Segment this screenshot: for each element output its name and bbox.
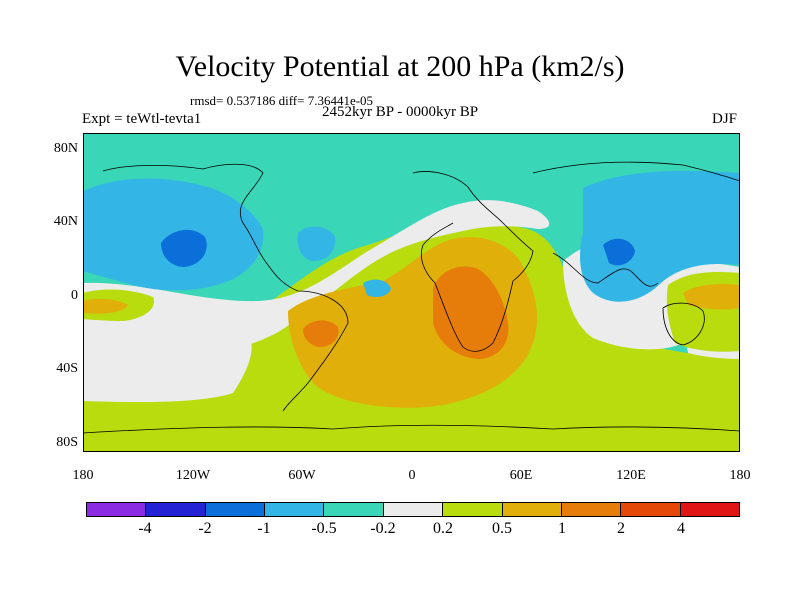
rmsd-diff-stats: rmsd= 0.537186 diff= 7.36441e-05	[190, 93, 374, 108]
lon-label-60e: 60E	[509, 468, 533, 483]
colorbar-swatch	[146, 503, 206, 516]
coastline-antarctica	[83, 424, 740, 434]
lon-label-180w: 180	[72, 468, 94, 483]
field-neg-strong-npac	[161, 229, 207, 267]
colorbar-label: 2	[617, 520, 625, 537]
colorbar-label: -1	[257, 520, 271, 537]
colorbar-swatch	[502, 503, 562, 516]
lon-label-120e: 120E	[616, 468, 646, 483]
lat-label-40n: 40N	[53, 214, 78, 229]
colorbar-swatch	[680, 503, 739, 516]
field-pos-mid-pacific	[683, 283, 740, 310]
colorbar-swatch	[324, 503, 384, 516]
lat-label-80n: 80N	[53, 141, 78, 156]
experiment-label: Expt = teWtl-tevta1	[82, 111, 202, 127]
colorbar-swatch	[383, 503, 444, 516]
field-pos-mid-eastpac	[83, 298, 128, 314]
field-neg-mid-atlantic	[297, 226, 336, 261]
colorbar-label: -0.2	[370, 520, 396, 537]
lon-label-0: 0	[408, 468, 416, 483]
colorbar-swatch	[443, 503, 503, 516]
colorbar-swatch	[205, 503, 266, 516]
lat-label-80s: 80S	[56, 435, 78, 450]
colorbar-swatch	[621, 503, 681, 516]
coastline-asia-australia	[532, 161, 740, 346]
coastline-americas	[102, 163, 349, 412]
field-pos-strong-samerica	[303, 320, 339, 347]
field-pos-strong-africa	[433, 266, 509, 359]
colorbar-label: 0.5	[492, 520, 512, 537]
map-border	[83, 133, 740, 452]
lon-label-120w: 120W	[175, 468, 211, 483]
field-neutral-band	[83, 200, 550, 365]
colorbar-label: 4	[677, 520, 685, 537]
field-neutral-southpac	[83, 330, 252, 403]
season-label: DJF	[712, 111, 738, 127]
field-neg-mid-midatl	[363, 279, 391, 297]
colorbar-label: 0.2	[433, 520, 453, 537]
colorbar	[86, 502, 740, 517]
figure-title: Velocity Potential at 200 hPa (km2/s)	[175, 50, 625, 83]
field-neg-strong-indonesia	[603, 238, 635, 266]
colorbar-label: -4	[138, 520, 152, 537]
lon-label-60w: 60W	[288, 468, 316, 483]
coastline-africa-europe	[412, 171, 534, 352]
colorbar-label: 1	[558, 520, 566, 537]
lon-label-180e: 180	[729, 468, 751, 483]
velocity-potential-map	[83, 133, 740, 452]
lat-label-40s: 40S	[56, 361, 78, 376]
period-label: 2452kyr BP - 0000kyr BP	[322, 104, 479, 120]
lat-label-0: 0	[71, 288, 78, 303]
field-neg-mid-asia	[580, 170, 740, 302]
colorbar-label: -2	[198, 520, 212, 537]
colorbar-swatch	[561, 503, 622, 516]
colorbar-label: -0.5	[311, 520, 337, 537]
colorbar-swatch	[265, 503, 325, 516]
colorbar-swatch	[87, 503, 147, 516]
